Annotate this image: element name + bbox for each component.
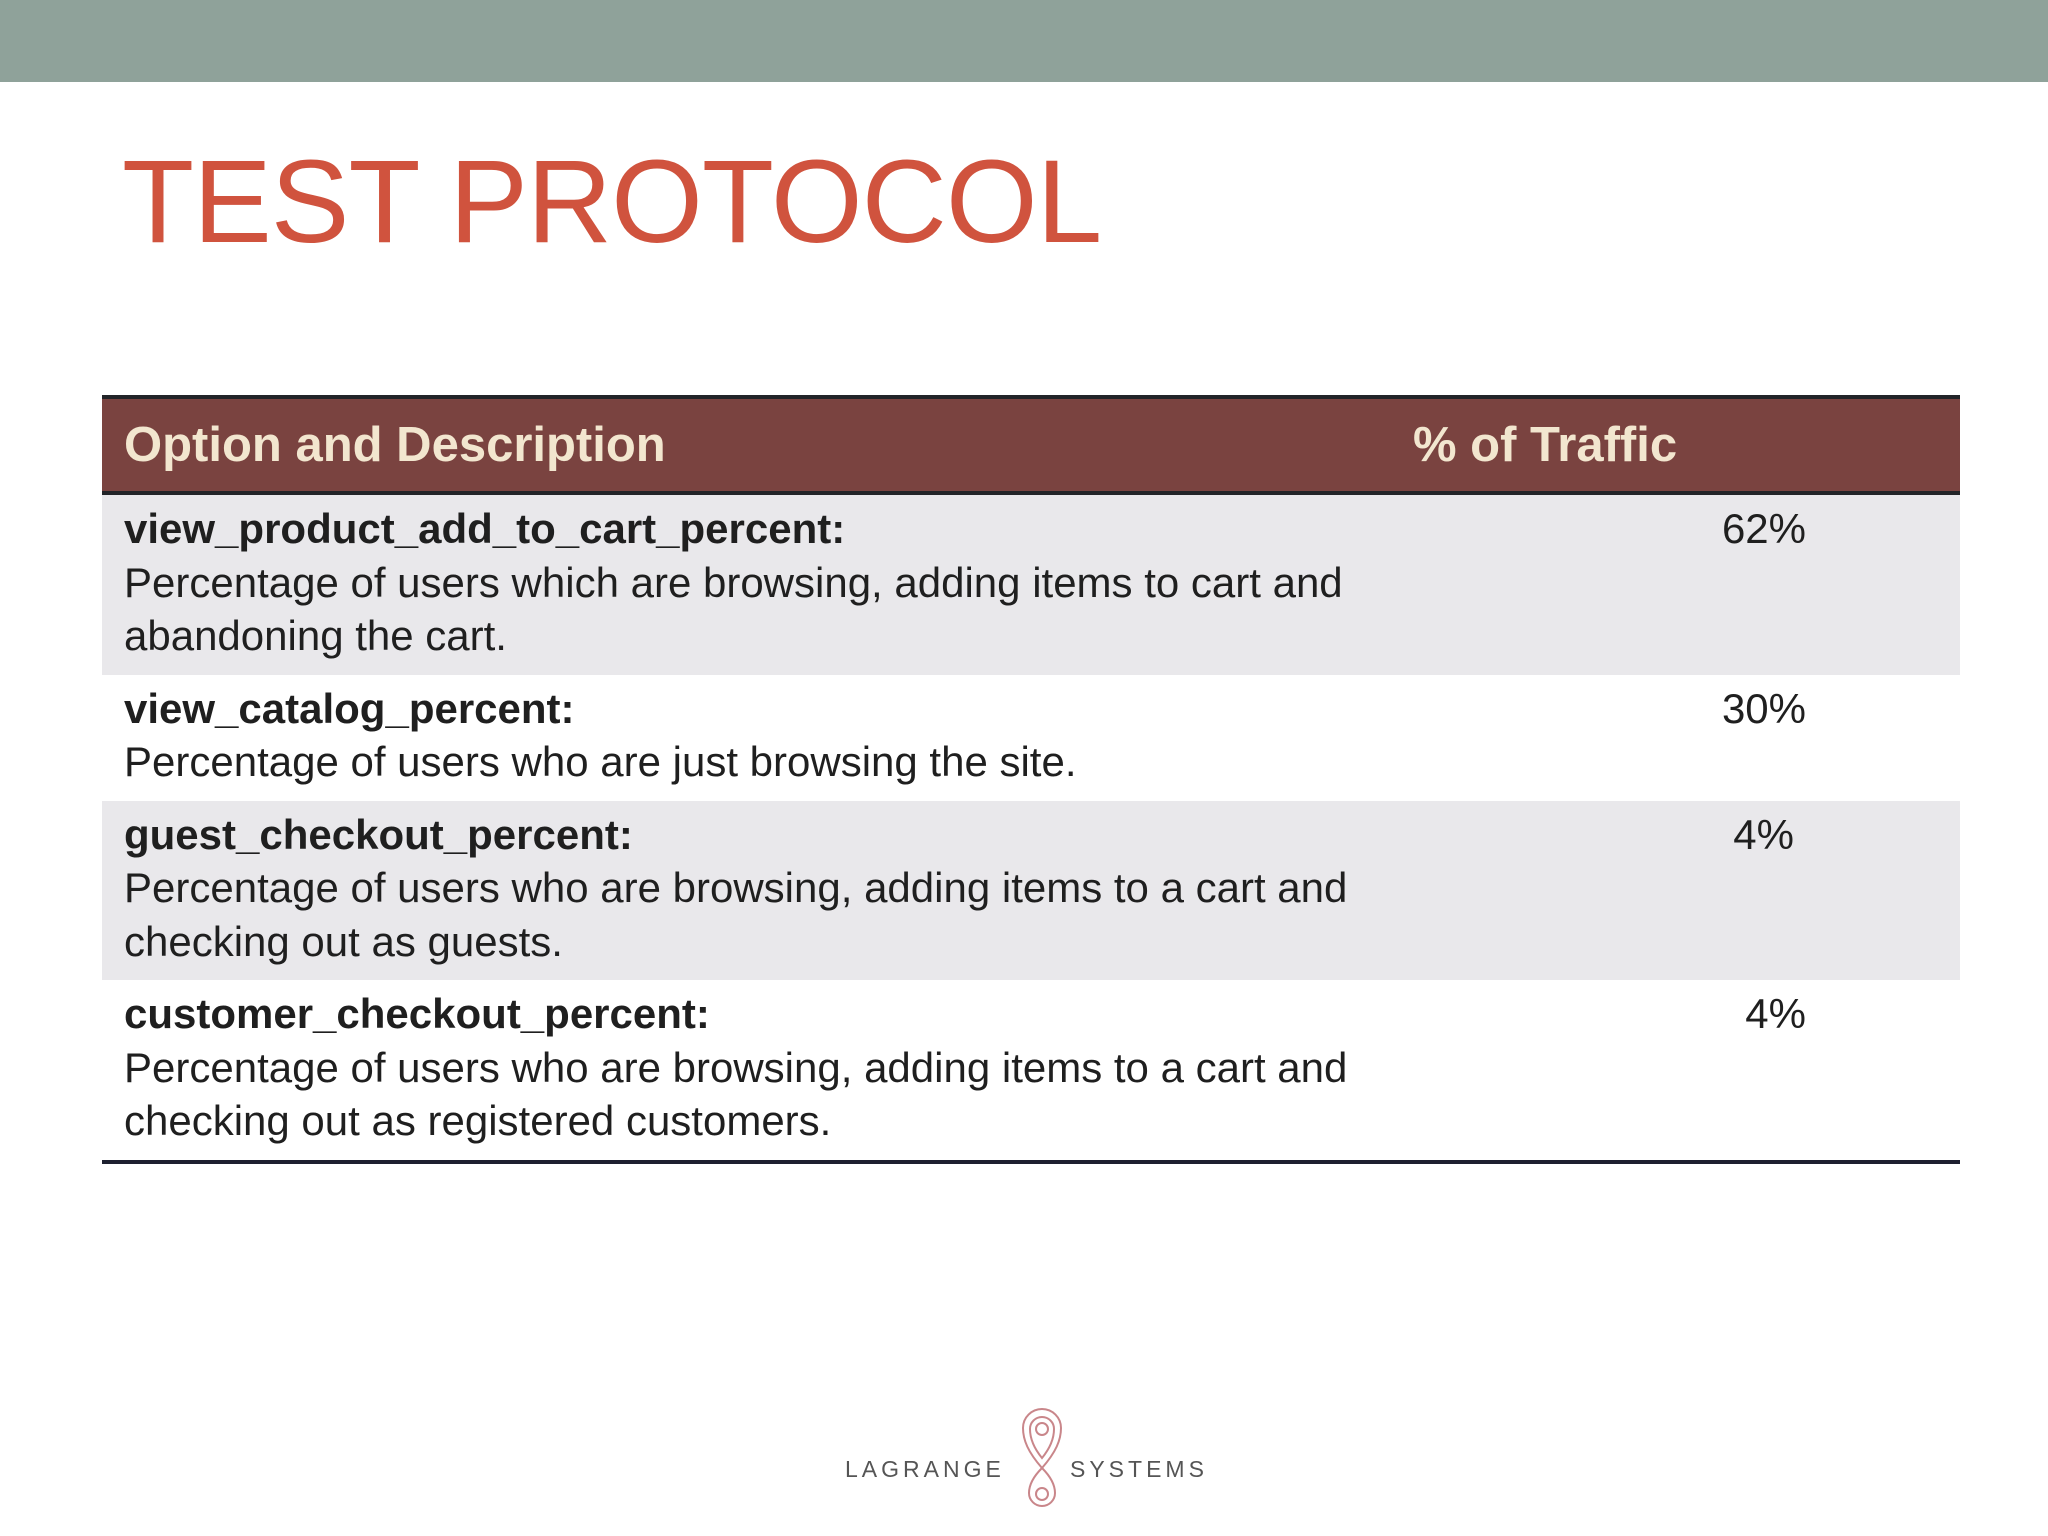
table-row: view_catalog_percent: Percentage of user… (102, 674, 1960, 801)
option-description: Percentage of users who are browsing, ad… (124, 1043, 1348, 1145)
table-row: customer_checkout_percent: Percentage of… (102, 980, 1960, 1162)
table-row: guest_checkout_percent: Percentage of us… (102, 800, 1960, 981)
option-name: guest_checkout_percent: (124, 810, 633, 858)
lagrange-loop-logo-icon (1021, 1408, 1063, 1507)
option-name: customer_checkout_percent: (124, 990, 710, 1037)
brand-name-right: SYSTEMS (1070, 1456, 1208, 1482)
option-cell: view_product_add_to_cart_percent: Percen… (102, 493, 1412, 675)
traffic-cell: 4% (1412, 980, 1960, 1162)
option-description: Percentage of users who are browsing, ad… (124, 864, 1348, 965)
traffic-percent: 4% (1733, 810, 1794, 858)
traffic-percent: 4% (1745, 990, 1806, 1037)
test-protocol-table: Option and Description % of Traffic view… (102, 395, 1960, 1164)
header-option-description: Option and Description (124, 418, 666, 472)
option-cell: customer_checkout_percent: Percentage of… (102, 980, 1412, 1162)
table-row: view_product_add_to_cart_percent: Percen… (102, 493, 1960, 675)
top-accent-bar (0, 0, 2048, 82)
traffic-percent: 62% (1721, 505, 1806, 552)
option-cell: view_catalog_percent: Percentage of user… (102, 675, 1412, 801)
slide-title: TEST PROTOCOL (122, 136, 1102, 268)
table-header-row: Option and Description % of Traffic (102, 397, 1960, 493)
footer-logo: LAGRANGE SYSTEMS (842, 1406, 1222, 1512)
option-cell: guest_checkout_percent: Percentage of us… (102, 801, 1412, 981)
option-description: Percentage of users which are browsing, … (124, 558, 1343, 660)
traffic-cell: 4% (1412, 801, 1960, 981)
header-percent-traffic: % of Traffic (1413, 418, 1678, 472)
brand-name-left: LAGRANGE (845, 1456, 1005, 1482)
option-description: Percentage of users who are just browsin… (124, 738, 1077, 785)
option-name: view_product_add_to_cart_percent: (124, 505, 846, 552)
option-name: view_catalog_percent: (124, 684, 575, 732)
traffic-cell: 62% (1412, 493, 1960, 675)
traffic-cell: 30% (1412, 675, 1960, 801)
traffic-percent: 30% (1721, 684, 1806, 732)
